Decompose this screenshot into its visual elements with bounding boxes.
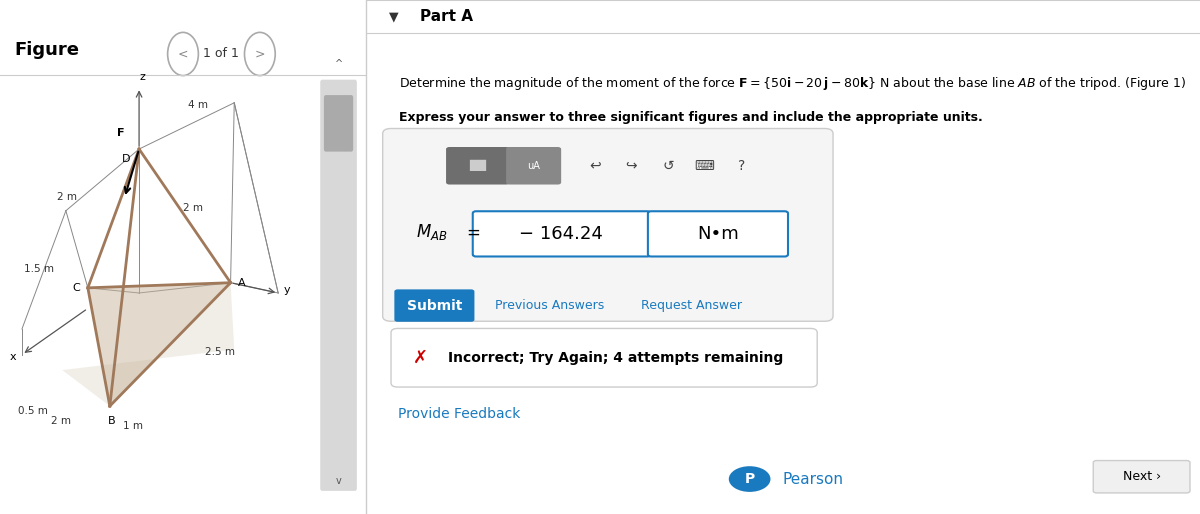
Text: =: = bbox=[466, 223, 480, 242]
FancyBboxPatch shape bbox=[320, 80, 356, 491]
FancyBboxPatch shape bbox=[395, 289, 474, 322]
Text: ✗: ✗ bbox=[413, 348, 427, 367]
Text: D: D bbox=[121, 154, 130, 164]
Text: ⌨: ⌨ bbox=[695, 158, 715, 173]
Text: ?: ? bbox=[738, 158, 745, 173]
Text: A: A bbox=[238, 278, 246, 288]
FancyBboxPatch shape bbox=[324, 95, 353, 152]
Text: uA: uA bbox=[527, 160, 540, 171]
Text: 1.5 m: 1.5 m bbox=[24, 264, 54, 274]
Text: ↪: ↪ bbox=[625, 158, 637, 173]
Polygon shape bbox=[62, 283, 234, 406]
Polygon shape bbox=[88, 283, 230, 406]
Text: N•m: N•m bbox=[697, 225, 739, 243]
FancyBboxPatch shape bbox=[446, 147, 510, 185]
Text: Part A: Part A bbox=[420, 9, 473, 25]
FancyBboxPatch shape bbox=[648, 211, 788, 256]
Text: x: x bbox=[10, 352, 16, 362]
Text: 2 m: 2 m bbox=[56, 192, 77, 203]
Text: C: C bbox=[73, 283, 80, 293]
Text: 4 m: 4 m bbox=[188, 100, 209, 110]
Text: ██: ██ bbox=[469, 160, 486, 171]
FancyBboxPatch shape bbox=[383, 128, 833, 321]
Text: B: B bbox=[108, 416, 115, 426]
Circle shape bbox=[728, 466, 770, 492]
Text: 1 m: 1 m bbox=[122, 421, 143, 431]
Text: 2 m: 2 m bbox=[52, 416, 71, 426]
FancyBboxPatch shape bbox=[506, 147, 562, 185]
Text: v: v bbox=[336, 475, 342, 486]
Text: ↺: ↺ bbox=[662, 158, 673, 173]
Text: Express your answer to three significant figures and include the appropriate uni: Express your answer to three significant… bbox=[400, 111, 983, 123]
Text: Submit: Submit bbox=[407, 299, 462, 313]
Text: y: y bbox=[284, 285, 290, 295]
Text: $M_{AB}$: $M_{AB}$ bbox=[416, 223, 448, 242]
Text: Figure: Figure bbox=[14, 41, 79, 59]
Text: <: < bbox=[178, 47, 188, 61]
FancyBboxPatch shape bbox=[1093, 461, 1190, 493]
Text: F: F bbox=[118, 128, 125, 138]
Text: Incorrect; Try Again; 4 attempts remaining: Incorrect; Try Again; 4 attempts remaini… bbox=[448, 351, 782, 365]
Text: Request Answer: Request Answer bbox=[641, 299, 743, 313]
Text: ↩: ↩ bbox=[589, 158, 601, 173]
Text: ^: ^ bbox=[335, 59, 343, 69]
Text: >: > bbox=[254, 47, 265, 61]
Text: ▼: ▼ bbox=[389, 10, 398, 24]
FancyBboxPatch shape bbox=[473, 211, 650, 256]
Text: 0.5 m: 0.5 m bbox=[18, 406, 48, 416]
Text: Previous Answers: Previous Answers bbox=[496, 299, 605, 313]
Text: Determine the magnitude of the moment of the force $\mathbf{F} = \{50\mathbf{i}-: Determine the magnitude of the moment of… bbox=[400, 75, 1187, 91]
Text: 1 of 1: 1 of 1 bbox=[204, 47, 239, 61]
FancyBboxPatch shape bbox=[391, 328, 817, 387]
Text: Provide Feedback: Provide Feedback bbox=[397, 407, 520, 421]
Text: Next ›: Next › bbox=[1122, 470, 1160, 484]
Text: Pearson: Pearson bbox=[784, 471, 844, 487]
Text: P: P bbox=[744, 472, 755, 486]
Text: 2.5 m: 2.5 m bbox=[205, 346, 235, 357]
Text: z: z bbox=[140, 71, 145, 82]
Text: − 164.24: − 164.24 bbox=[520, 225, 604, 243]
Text: 2 m: 2 m bbox=[182, 203, 203, 213]
